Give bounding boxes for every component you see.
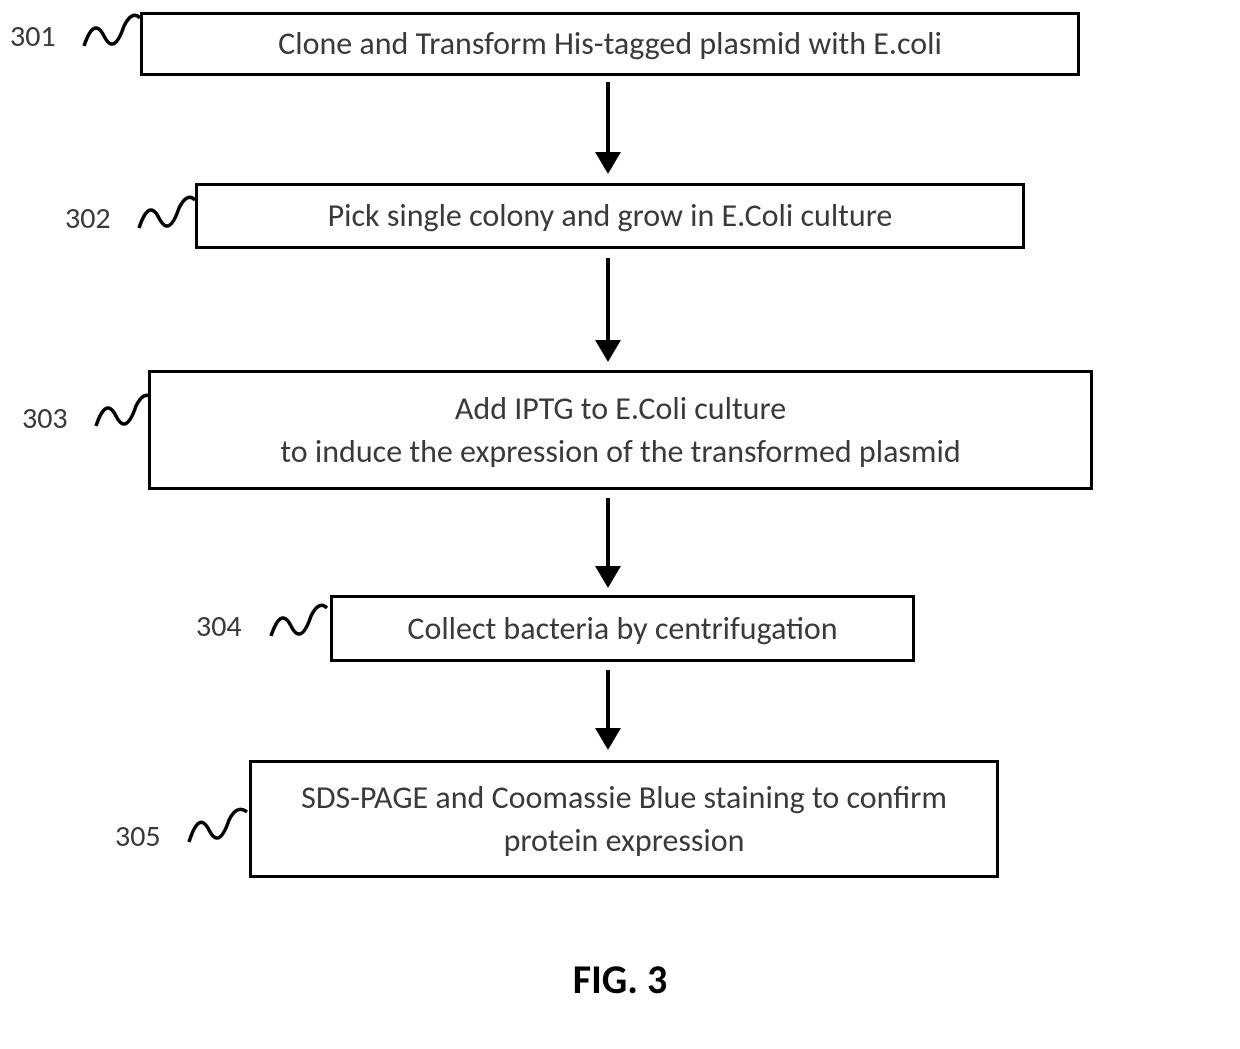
- step-text-304: Collect bacteria by centrifugation: [407, 607, 837, 650]
- figure-label: FIG. 3: [573, 955, 668, 1004]
- squiggle-301: [82, 8, 142, 56]
- step-label-305: 305: [115, 818, 161, 855]
- arrow-3: [595, 498, 621, 588]
- step-label-302: 302: [65, 200, 111, 237]
- step-label-301: 301: [10, 18, 56, 55]
- step-box-303: Add IPTG to E.Coli culture to induce the…: [148, 370, 1093, 490]
- step-label-304: 304: [196, 608, 242, 645]
- squiggle-304: [269, 598, 329, 646]
- step-text-301: Clone and Transform His-tagged plasmid w…: [278, 22, 942, 65]
- step-text-302: Pick single colony and grow in E.Coli cu…: [328, 194, 893, 237]
- step-box-302: Pick single colony and grow in E.Coli cu…: [195, 183, 1025, 249]
- step-box-301: Clone and Transform His-tagged plasmid w…: [140, 12, 1080, 76]
- step-label-303: 303: [22, 400, 68, 437]
- step-box-304: Collect bacteria by centrifugation: [330, 595, 915, 662]
- step-text-305: SDS-PAGE and Coomassie Blue staining to …: [272, 776, 976, 862]
- step-box-305: SDS-PAGE and Coomassie Blue staining to …: [249, 760, 999, 878]
- step-text-303: Add IPTG to E.Coli culture to induce the…: [280, 387, 960, 473]
- squiggle-303: [94, 388, 154, 436]
- squiggle-305: [187, 800, 249, 852]
- flowchart-container: 301 Clone and Transform His-tagged plasm…: [0, 0, 1240, 1049]
- squiggle-302: [137, 190, 197, 238]
- arrow-4: [595, 670, 621, 750]
- arrow-1: [595, 82, 621, 174]
- arrow-2: [595, 258, 621, 362]
